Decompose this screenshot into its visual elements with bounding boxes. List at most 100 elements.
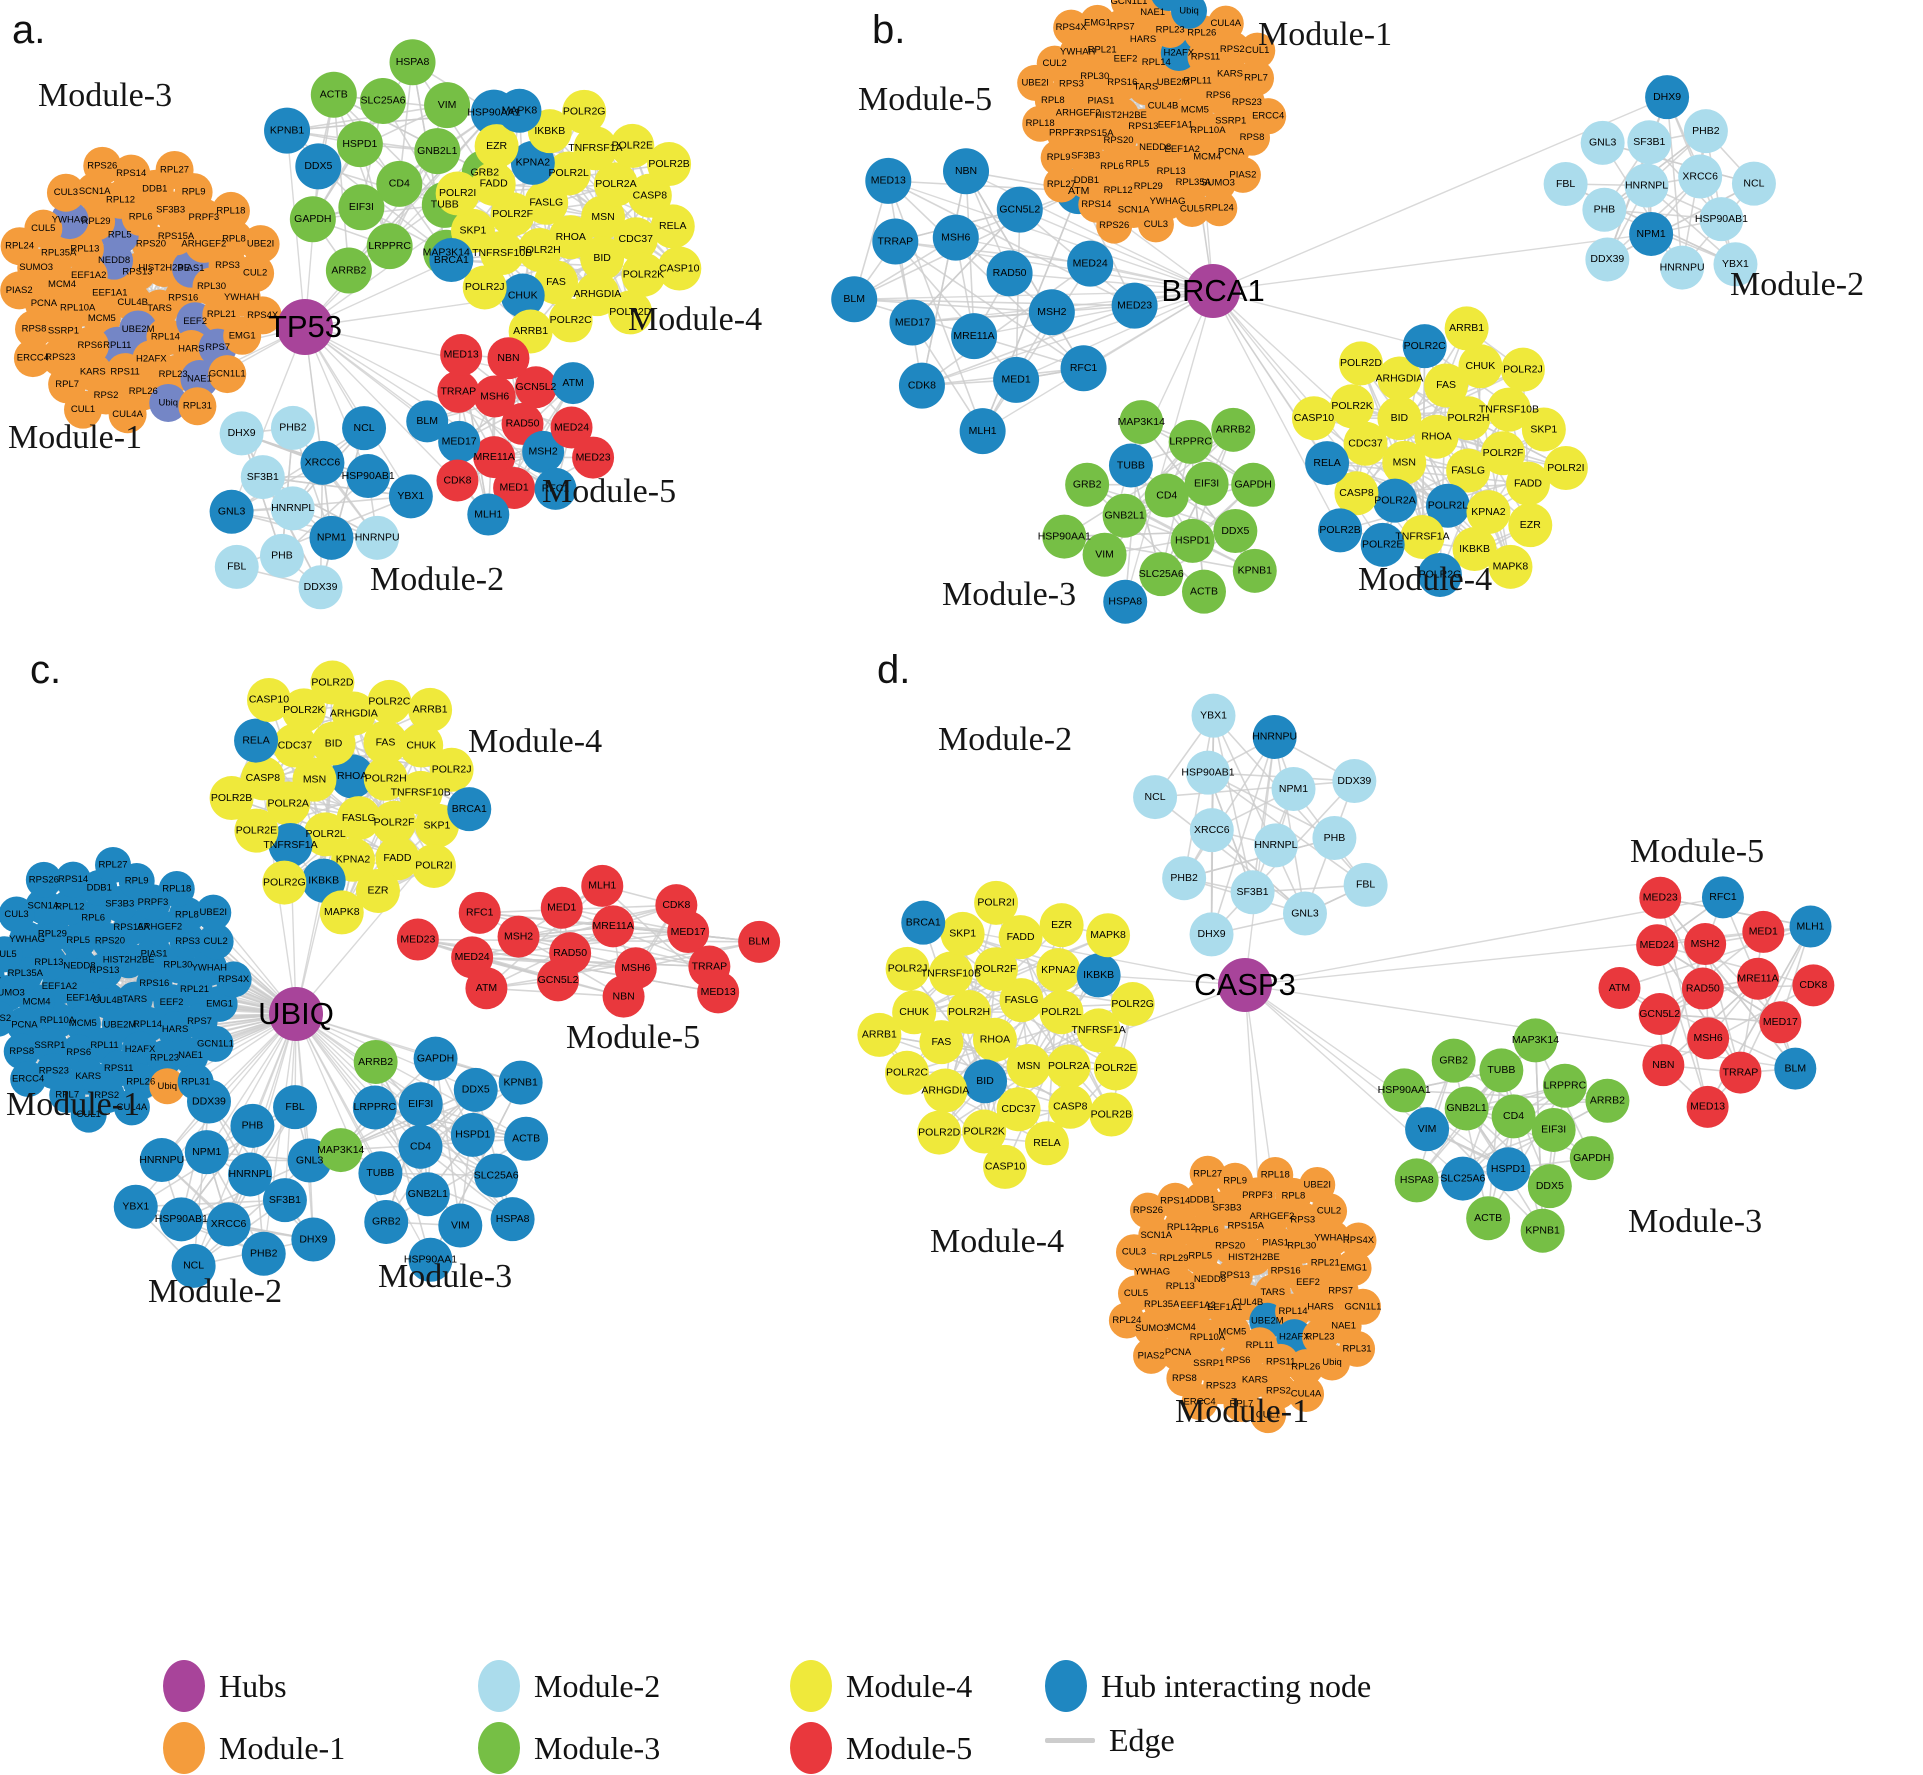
node-POLR2E[interactable] [1360, 522, 1405, 567]
node-TNFRSF1A[interactable] [268, 822, 313, 867]
node-MSN[interactable] [1382, 440, 1427, 485]
node-NBN[interactable] [487, 337, 530, 380]
node-PIAS2[interactable] [0, 1000, 16, 1037]
node-EMG1[interactable] [1335, 1250, 1372, 1287]
node-CDC37[interactable] [272, 723, 317, 768]
node-MAPK8[interactable] [497, 88, 542, 133]
node-POLR2K[interactable] [962, 1109, 1007, 1154]
node-POLR2H[interactable] [363, 756, 408, 801]
node-RFC1[interactable] [458, 891, 501, 934]
node-FAS[interactable] [363, 720, 408, 765]
node-MRE11A[interactable] [1736, 957, 1779, 1000]
node-MSH2[interactable] [1684, 923, 1727, 966]
node-RPS8[interactable] [3, 1033, 40, 1070]
node-RPL9[interactable] [1040, 139, 1077, 176]
node-CD4[interactable] [1491, 1094, 1536, 1139]
node-PIAS1[interactable] [1257, 1225, 1294, 1262]
node-MRE11A[interactable] [473, 436, 516, 479]
node-SLC25A6[interactable] [1139, 552, 1184, 597]
node-MED17[interactable] [889, 299, 936, 346]
node-HSPA8[interactable] [1394, 1158, 1439, 1203]
node-NBN[interactable] [1642, 1044, 1685, 1087]
node-NPM1[interactable] [1271, 766, 1316, 811]
node-CD4[interactable] [376, 160, 423, 207]
node-POLR2G[interactable] [1110, 982, 1155, 1027]
node-POLR2H[interactable] [1446, 396, 1491, 441]
node-TRRAP[interactable] [872, 218, 919, 265]
node-HNRNPU[interactable] [139, 1138, 184, 1183]
node-HNRNPU[interactable] [1252, 714, 1297, 759]
node-POLR2B[interactable] [1318, 508, 1363, 553]
node-POLR2E[interactable] [234, 808, 279, 853]
node-RPL27[interactable] [95, 847, 132, 884]
node-RPL12[interactable] [51, 889, 88, 926]
node-CHUK[interactable] [500, 273, 545, 318]
node-GNB2L1[interactable] [1102, 493, 1147, 538]
node-GNL3[interactable] [1282, 891, 1327, 936]
node-RPS14[interactable] [1157, 1182, 1194, 1219]
node-MSN[interactable] [581, 195, 626, 240]
node-CUL3[interactable] [0, 896, 35, 933]
node-MAPK8[interactable] [1488, 544, 1533, 589]
node-XRCC6[interactable] [1189, 808, 1234, 853]
node-XRCC6[interactable] [300, 440, 345, 485]
node-HSP90AB1[interactable] [1185, 750, 1230, 795]
node-ARHGDIA[interactable] [331, 691, 376, 736]
node-XRCC6[interactable] [1678, 154, 1723, 199]
node-FADD[interactable] [1506, 461, 1551, 506]
node-HSPD1[interactable] [1486, 1147, 1531, 1192]
node-MRE11A[interactable] [592, 905, 635, 948]
node-TNFRSF1A[interactable] [1076, 1008, 1121, 1053]
node-RFC1[interactable] [1060, 345, 1107, 392]
node-CASP8[interactable] [240, 756, 285, 801]
node-PIAS2[interactable] [1133, 1337, 1170, 1374]
node-PIAS2[interactable] [0, 271, 39, 310]
node-MED17[interactable] [438, 420, 481, 463]
node-YBX1[interactable] [388, 474, 433, 519]
node-RPS26[interactable] [83, 146, 122, 185]
node-FASLG[interactable] [999, 978, 1044, 1023]
node-RPL27[interactable] [1189, 1155, 1226, 1192]
node-CUL4A[interactable] [108, 395, 147, 434]
node-POLR2I[interactable] [411, 843, 456, 888]
node-TNFRSF10B[interactable] [1486, 387, 1531, 432]
node-HSPD1[interactable] [336, 121, 383, 168]
node-ATM[interactable] [465, 967, 508, 1010]
node-HSP90AB1[interactable] [346, 454, 391, 499]
node-ACTB[interactable] [310, 71, 357, 118]
node-TNFRSF1A[interactable] [573, 126, 618, 171]
node-RPL24[interactable] [1108, 1302, 1145, 1339]
node-POLR2B[interactable] [209, 776, 254, 821]
node-CUL1[interactable] [70, 1096, 107, 1133]
node-RAD50[interactable] [1681, 967, 1724, 1010]
node-MED17[interactable] [1759, 1001, 1802, 1044]
node-SLC25A6[interactable] [359, 77, 406, 124]
node-KPNA2[interactable] [1466, 490, 1511, 535]
node-YBX1[interactable] [113, 1184, 158, 1229]
node-MED13[interactable] [697, 971, 740, 1014]
node-GRB2[interactable] [1431, 1038, 1476, 1083]
node-RPL31[interactable] [1339, 1330, 1376, 1367]
node-MAPK8[interactable] [1086, 913, 1131, 958]
node-UBE2I[interactable] [1299, 1166, 1336, 1203]
node-EZR[interactable] [1039, 903, 1084, 948]
hub-node-CASP3[interactable] [1218, 958, 1272, 1012]
node-VIM[interactable] [1405, 1107, 1450, 1152]
node-LRPPRC[interactable] [352, 1085, 397, 1130]
node-CUL2[interactable] [197, 923, 234, 960]
node-RPS4X[interactable] [243, 296, 282, 335]
node-DDX39[interactable] [186, 1079, 231, 1124]
node-SLC25A6[interactable] [1440, 1156, 1485, 1201]
node-PHB[interactable] [1582, 187, 1627, 232]
node-MAP3K14[interactable] [1119, 400, 1164, 445]
node-POLR2A[interactable] [1046, 1044, 1091, 1089]
node-POLR2C[interactable] [884, 1050, 929, 1095]
node-EZR[interactable] [474, 124, 519, 169]
node-RPS4X[interactable] [1053, 9, 1090, 46]
node-SF3B1[interactable] [1230, 870, 1275, 915]
node-POLR2E[interactable] [1093, 1046, 1138, 1091]
node-RPL18[interactable] [211, 191, 250, 230]
node-YBX1[interactable] [1713, 242, 1758, 287]
node-POLR2F[interactable] [372, 800, 417, 845]
node-DHX9[interactable] [1189, 912, 1234, 957]
